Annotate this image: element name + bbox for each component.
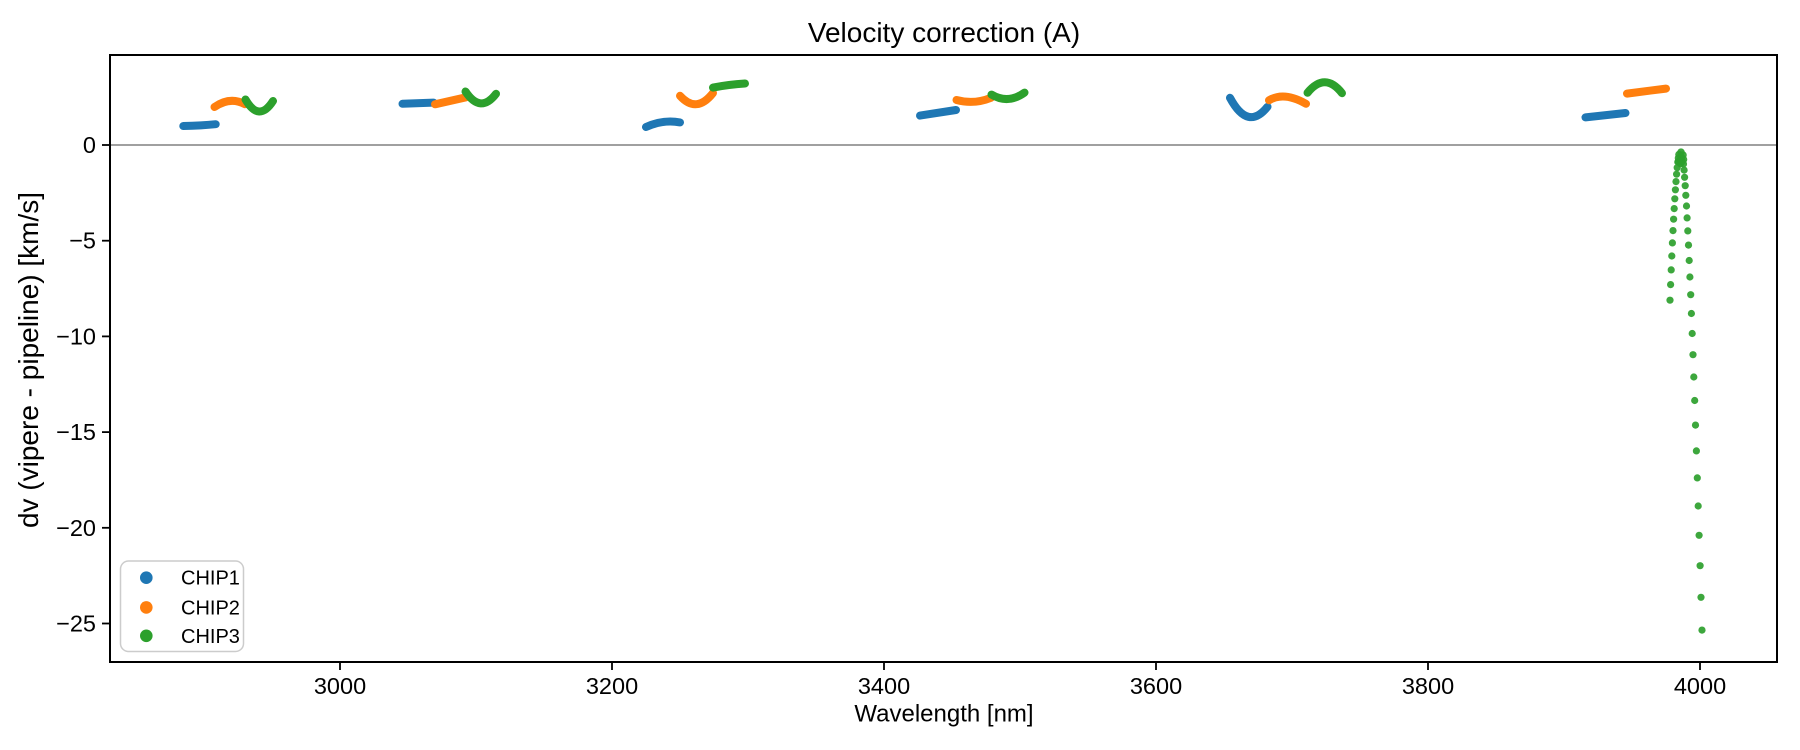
svg-text:3000: 3000 (314, 673, 366, 699)
svg-text:−15: −15 (56, 419, 96, 445)
svg-text:CHIP2: CHIP2 (181, 597, 240, 619)
svg-text:Wavelength [nm]: Wavelength [nm] (854, 701, 1033, 728)
svg-text:3800: 3800 (1402, 673, 1454, 699)
svg-text:0: 0 (83, 132, 96, 158)
svg-text:Velocity correction (A): Velocity correction (A) (808, 17, 1080, 48)
svg-text:−20: −20 (56, 515, 96, 541)
svg-text:4000: 4000 (1674, 673, 1726, 699)
svg-text:−25: −25 (56, 611, 96, 637)
svg-text:dv (vipere - pipeline) [km/s]: dv (vipere - pipeline) [km/s] (13, 192, 44, 528)
svg-text:3400: 3400 (858, 673, 910, 699)
svg-text:CHIP3: CHIP3 (181, 626, 240, 648)
svg-text:CHIP1: CHIP1 (181, 568, 240, 590)
svg-text:3600: 3600 (1130, 673, 1182, 699)
svg-text:−5: −5 (69, 228, 96, 254)
svg-text:−10: −10 (56, 323, 96, 349)
svg-text:3200: 3200 (586, 673, 638, 699)
